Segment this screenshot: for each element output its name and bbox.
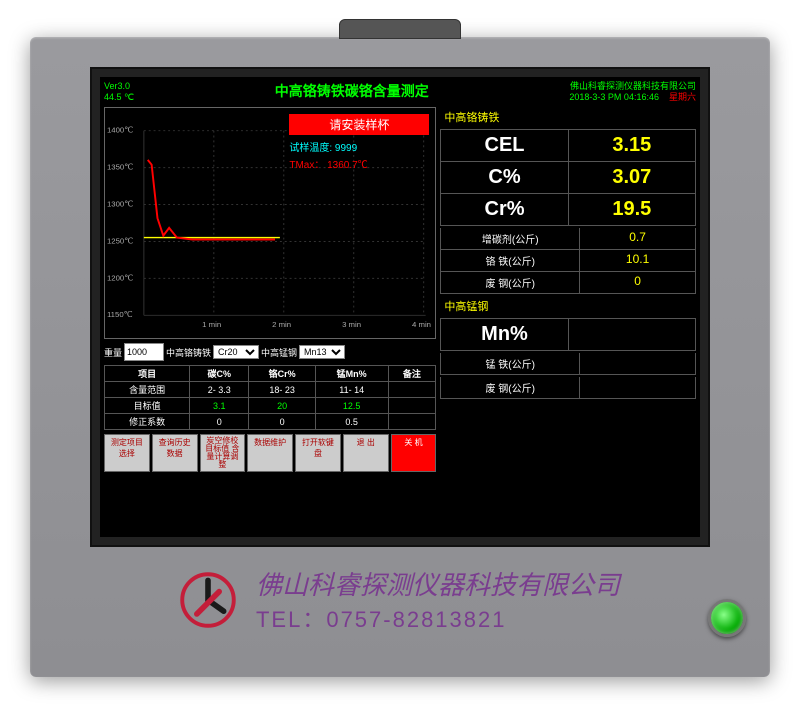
type2-select[interactable]: Mn13 <box>299 345 345 359</box>
th-c: 碳C% <box>190 366 249 382</box>
result-row: Mn% <box>440 318 696 351</box>
c-value: 3.07 <box>569 162 695 193</box>
results1-title: 中高铬铸铁 <box>440 107 696 127</box>
svg-text:1300℃: 1300℃ <box>107 199 133 208</box>
cel-label: CEL <box>441 130 568 161</box>
results1-big: CEL 3.15 C% 3.07 Cr% 19.5 <box>440 129 696 226</box>
status-banner: 请安装样杯 <box>289 114 429 135</box>
th-mn: 锰Mn% <box>315 366 388 382</box>
version-label: Ver3.0 <box>104 81 134 92</box>
result-row: Cr% 19.5 <box>440 194 696 226</box>
weekday-label: 星期六 <box>669 92 696 102</box>
th-item: 项目 <box>105 366 190 382</box>
tmax-value: 1360.7℃ <box>327 160 368 171</box>
table-header-row: 项目 碳C% 铬Cr% 锰Mn% 备注 <box>105 366 436 382</box>
svg-text:2 min: 2 min <box>272 320 291 329</box>
btn-select-item[interactable]: 测定项目选择 <box>104 434 150 472</box>
btn-history[interactable]: 查询历史数据 <box>152 434 198 472</box>
type1-select[interactable]: Cr20 <box>213 345 259 359</box>
mn-value <box>569 319 695 350</box>
screen: Ver3.0 44.5 ℃ 中高铬铸铁碳铬含量测定 佛山科睿探测仪器科技有限公司… <box>100 77 700 537</box>
svg-text:3 min: 3 min <box>342 320 361 329</box>
weight-label: 重量 <box>104 346 122 359</box>
brand-text: 佛山科睿探测仪器科技有限公司 TEL：0757-82813821 <box>256 565 620 634</box>
result-row: 锰 铁(公斤) <box>440 353 696 375</box>
btn-data-maint[interactable]: 数据维护 <box>247 434 293 472</box>
sample-temp-label: 试样温度: <box>289 143 332 154</box>
result-row: CEL 3.15 <box>440 129 696 162</box>
company-logo-icon <box>180 572 236 628</box>
param-table: 项目 碳C% 铬Cr% 锰Mn% 备注 含量范围 2- 3.3 18- 23 1… <box>104 365 436 430</box>
ambient-temp: 44.5 ℃ <box>104 92 134 103</box>
table-row: 含量范围 2- 3.3 18- 23 11- 14 <box>105 382 436 398</box>
datetime-label: 2018-3-3 PM 04:16:46 <box>569 92 659 102</box>
svg-text:1400℃: 1400℃ <box>107 126 133 135</box>
device-body: Ver3.0 44.5 ℃ 中高铬铸铁碳铬含量测定 佛山科睿探测仪器科技有限公司… <box>30 37 770 677</box>
header: Ver3.0 44.5 ℃ 中高铬铸铁碳铬含量测定 佛山科睿探测仪器科技有限公司… <box>104 81 696 107</box>
cooling-curve-chart: 1150℃ 1200℃ 1250℃ 1300℃ 1350℃ 1400℃ 1 mi… <box>104 107 436 339</box>
header-left: Ver3.0 44.5 ℃ <box>104 81 134 107</box>
svg-text:4 min: 4 min <box>412 320 431 329</box>
result-row: 铬 铁(公斤) 10.1 <box>440 250 696 272</box>
table-row: 目标值 3.1 20 12.5 <box>105 398 436 414</box>
right-panel: 中高铬铸铁 CEL 3.15 C% 3.07 Cr% 19.5 <box>440 107 696 533</box>
mn-label: Mn% <box>441 319 568 350</box>
cr-value: 19.5 <box>569 194 695 225</box>
company-name: 佛山科睿探测仪器科技有限公司 <box>256 565 620 602</box>
page-title: 中高铬铸铁碳铬含量测定 <box>275 81 429 107</box>
tmax-label: TMax： <box>289 160 324 171</box>
th-cr: 铬Cr% <box>249 366 315 382</box>
btn-shutdown[interactable]: 关 机 <box>391 434 437 472</box>
results1-small: 增碳剂(公斤) 0.7 铬 铁(公斤) 10.1 废 钢(公斤) 0 <box>440 228 696 294</box>
c-label: C% <box>441 162 568 193</box>
company-tel: TEL：0757-82813821 <box>256 602 620 634</box>
result-row: 增碳剂(公斤) 0.7 <box>440 228 696 250</box>
cr-label: Cr% <box>441 194 568 225</box>
chart-overlay: 请安装样杯 试样温度: 9999 TMax： 1360.7℃ <box>289 114 429 173</box>
left-panel: 1150℃ 1200℃ 1250℃ 1300℃ 1350℃ 1400℃ 1 mi… <box>104 107 436 533</box>
svg-text:1200℃: 1200℃ <box>107 273 133 282</box>
btn-calibrate[interactable]: 炭空修校目标值 含量计算调整 <box>200 434 246 472</box>
carry-handle <box>339 19 461 39</box>
th-note: 备注 <box>388 366 436 382</box>
result-row: 废 钢(公斤) <box>440 377 696 399</box>
screen-bezel: Ver3.0 44.5 ℃ 中高铬铸铁碳铬含量测定 佛山科睿探测仪器科技有限公司… <box>90 67 710 547</box>
svg-text:1 min: 1 min <box>202 320 221 329</box>
btn-exit[interactable]: 退 出 <box>343 434 389 472</box>
cel-value: 3.15 <box>569 130 695 161</box>
weight-input[interactable] <box>124 343 164 361</box>
svg-text:1250℃: 1250℃ <box>107 236 133 245</box>
controls-row: 重量 中高铬铸铁 Cr20 中高锰钢 Mn13 <box>104 341 436 363</box>
power-button[interactable] <box>708 599 746 637</box>
result-row: C% 3.07 <box>440 162 696 194</box>
branding: 佛山科睿探测仪器科技有限公司 TEL：0757-82813821 <box>40 565 760 634</box>
table-row: 修正系数 0 0 0.5 <box>105 414 436 430</box>
results2-title: 中高锰钢 <box>440 296 696 316</box>
company-label: 佛山科睿探测仪器科技有限公司 <box>569 81 696 92</box>
header-right: 佛山科睿探测仪器科技有限公司 2018-3-3 PM 04:16:46 星期六 <box>569 81 696 107</box>
type2-label: 中高锰钢 <box>261 346 297 359</box>
svg-text:1350℃: 1350℃ <box>107 163 133 172</box>
type1-label: 中高铬铸铁 <box>166 346 211 359</box>
svg-text:1150℃: 1150℃ <box>107 310 133 319</box>
result-row: 废 钢(公斤) 0 <box>440 272 696 294</box>
sample-temp-value: 9999 <box>335 143 357 154</box>
btn-keyboard[interactable]: 打开软键盘 <box>295 434 341 472</box>
button-row: 测定项目选择 查询历史数据 炭空修校目标值 含量计算调整 数据维护 打开软键盘 … <box>104 434 436 472</box>
